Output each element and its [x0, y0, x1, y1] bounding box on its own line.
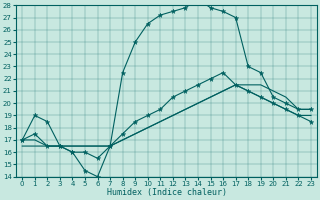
X-axis label: Humidex (Indice chaleur): Humidex (Indice chaleur) [107, 188, 227, 197]
